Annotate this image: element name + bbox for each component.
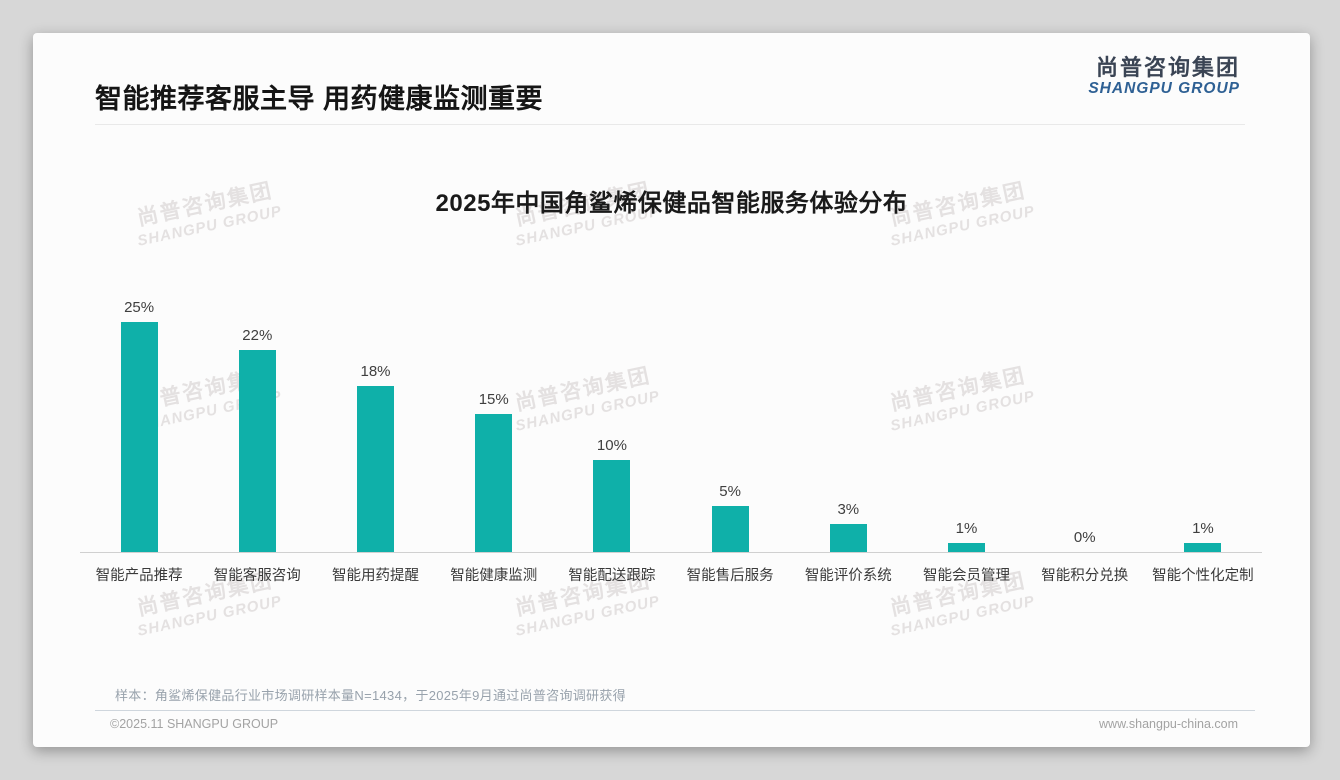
bar-column: 15%: [435, 292, 553, 552]
category-label: 智能积分兑换: [1041, 568, 1129, 584]
bar-chart-plot-area: 25% 22% 18% 15% 10% 5% 3% 1% 0% 1%: [80, 292, 1262, 552]
category-label: 智能售后服务: [686, 568, 774, 584]
bar: [829, 524, 867, 552]
website-url: www.shangpu-china.com: [1099, 717, 1238, 731]
bar: [357, 386, 394, 552]
bar-column: 1%: [1144, 292, 1262, 552]
logo-chinese-text: 尚普咨询集团: [1095, 55, 1240, 80]
category-label: 智能配送跟踪: [568, 568, 656, 584]
bar: [1184, 543, 1222, 552]
category-label: 智能健康监测: [450, 568, 538, 584]
watermark-english-text: SHANGPU GROUP: [888, 592, 1037, 640]
copyright-text: ©2025.11 SHANGPU GROUP: [110, 717, 279, 731]
bar-value-label: 1%: [955, 520, 978, 537]
category-label: 智能用药提醒: [332, 568, 419, 584]
bar-value-label: 1%: [1192, 520, 1214, 537]
bar: [593, 460, 631, 552]
watermark-english-text: SHANGPU GROUP: [135, 592, 284, 640]
bar: [711, 506, 749, 552]
page-title: 智能推荐客服主导 用药健康监测重要: [95, 84, 544, 114]
bar: [120, 322, 158, 552]
bar-value-label: 10%: [596, 437, 627, 454]
bar-column: 25%: [80, 292, 198, 552]
category-label: 智能评价系统: [804, 568, 892, 584]
bar-column: 5%: [671, 292, 789, 552]
sample-note: 样本：角鲨烯保健品行业市场调研样本量N=1434，于2025年9月通过尚普咨询调…: [115, 688, 626, 703]
bar-column: 3%: [789, 292, 907, 552]
bar: [948, 543, 986, 552]
chart-title: 2025年中国角鲨烯保健品智能服务体验分布: [435, 190, 908, 217]
x-axis-line: [80, 552, 1262, 553]
bar-column: 18%: [316, 292, 434, 552]
bar-value-label: 0%: [1073, 529, 1096, 546]
header-divider: [95, 124, 1245, 125]
company-logo: 尚普咨询集团 SHANGPU GROUP: [1088, 55, 1240, 98]
bar-column: 0%: [1026, 292, 1144, 552]
bar-column: 1%: [907, 292, 1025, 552]
bar-column: 10%: [553, 292, 671, 552]
bar-value-label: 18%: [360, 363, 391, 380]
bar-value-label: 22%: [242, 327, 273, 344]
footer-divider: [95, 710, 1255, 711]
bar-value-label: 3%: [837, 501, 860, 518]
watermark-english-text: SHANGPU GROUP: [513, 592, 662, 640]
bar: [238, 350, 276, 552]
bar-column: 22%: [198, 292, 316, 552]
logo-english-text: SHANGPU GROUP: [1088, 80, 1240, 98]
category-label: 智能个性化定制: [1152, 568, 1254, 584]
category-label: 智能会员管理: [923, 568, 1011, 584]
footer: ©2025.11 SHANGPU GROUP www.shangpu-china…: [110, 717, 1238, 731]
category-label: 智能客服咨询: [213, 568, 301, 584]
bar-value-label: 25%: [124, 299, 155, 316]
bar-value-label: 5%: [719, 483, 741, 500]
slide: 尚普咨询集团 SHANGPU GROUP 尚普咨询集团 SHANGPU GROUP 尚普…: [33, 33, 1310, 747]
bar: [475, 414, 513, 552]
category-label: 智能产品推荐: [95, 568, 183, 584]
bar-value-label: 15%: [478, 391, 509, 408]
x-axis-category-labels: 智能产品推荐 智能客服咨询 智能用药提醒 智能健康监测 智能配送跟踪 智能售后服务 智能评价…: [80, 564, 1262, 585]
